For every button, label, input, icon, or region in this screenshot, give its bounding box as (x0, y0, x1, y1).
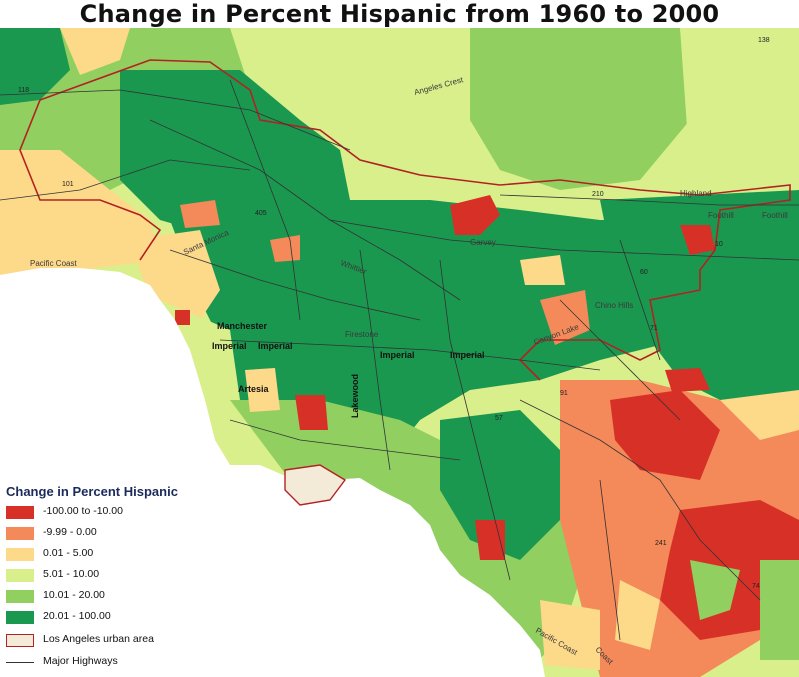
map-highways (0, 79, 799, 641)
label-hwy-405: 405 (255, 210, 267, 217)
label-hwy-71: 71 (650, 325, 658, 332)
map-legend: Change in Percent Hispanic -100.00 to -1… (0, 480, 214, 677)
label-hwy-91: 91 (560, 390, 568, 397)
map-title: Change in Percent Hispanic from 1960 to … (0, 0, 799, 28)
label-chino-hills: Chino Hills (595, 301, 633, 310)
label-highland: Highland (680, 189, 712, 198)
legend-swatch-urban-area (6, 634, 34, 647)
map-patch-red-sw (175, 310, 190, 325)
label-hwy-57: 57 (495, 415, 503, 422)
legend-label-class-5: 10.01 - 20.00 (43, 589, 105, 601)
label-hwy-74: 74 (752, 583, 760, 590)
label-hwy-210: 210 (592, 191, 604, 198)
legend-swatch-class-4 (6, 569, 34, 582)
map-region-valley (120, 70, 350, 240)
legend-swatch-class-2 (6, 527, 34, 540)
map-region-south-green (440, 410, 560, 560)
legend-swatch-class-3 (6, 548, 34, 561)
label-foothill-2: Foothill (762, 211, 788, 220)
label-imperial-2: Imperial (258, 341, 293, 351)
legend-item-class-4: 5.01 - 10.00 (6, 566, 211, 584)
legend-item-class-1: -100.00 to -10.00 (6, 503, 211, 521)
map-region-nw-green-block (0, 28, 70, 105)
map-region-se-far-green (760, 560, 799, 660)
legend-item-class-2: -9.99 - 0.00 (6, 524, 211, 542)
legend-item-class-3: 0.01 - 5.00 (6, 545, 211, 563)
legend-swatch-class-5 (6, 590, 34, 603)
label-hwy-10: 10 (715, 241, 723, 248)
legend-label-class-4: 5.01 - 10.00 (43, 568, 100, 580)
map-region-se-tan (720, 390, 799, 440)
map-patch-tan-2 (540, 600, 600, 670)
legend-item-highways: Major Highways (6, 653, 211, 671)
map-patch-orange-1 (540, 290, 590, 345)
label-hwy-101: 101 (62, 181, 74, 188)
map-patch-red-east (680, 225, 715, 255)
map-patch-red-pasadena (450, 195, 500, 235)
map-region-east (600, 190, 799, 410)
legend-swatch-class-6 (6, 611, 34, 624)
map-patch-orange-4 (270, 235, 300, 262)
legend-swatch-class-1 (6, 506, 34, 519)
legend-label-class-1: -100.00 to -10.00 (43, 505, 123, 517)
label-manchester: Manchester (217, 321, 268, 331)
map-patch-red-ne (665, 368, 710, 392)
legend-title: Change in Percent Hispanic (6, 484, 178, 499)
map-patch-orange-2 (520, 255, 565, 285)
label-hwy-138: 138 (758, 37, 770, 44)
label-pacific-coast-nw: Pacific Coast (30, 259, 77, 268)
label-lakewood: Lakewood (350, 374, 360, 418)
label-hwy-241: 241 (655, 540, 667, 547)
legend-label-class-2: -9.99 - 0.00 (43, 526, 97, 538)
label-hwy-118: 118 (18, 87, 29, 94)
map-urban-boundary (19, 59, 791, 381)
map-region-westside (130, 230, 220, 330)
label-garvey: Garvey (470, 238, 496, 247)
map-patch-red-coast (475, 520, 505, 560)
map-urban-harbor (284, 464, 347, 506)
map-region-se-lightgreen (690, 560, 740, 620)
label-foothill-1: Foothill (708, 211, 734, 220)
map-region-far-northeast (680, 28, 799, 195)
map-patch-tan-1 (245, 368, 280, 412)
map-patch-red-south (295, 395, 328, 430)
legend-label-class-6: 20.01 - 100.00 (43, 610, 111, 622)
map-patch-tan-3 (615, 580, 660, 650)
legend-label-class-3: 0.01 - 5.00 (43, 547, 94, 559)
legend-item-urban-area: Los Angeles urban area (6, 631, 211, 649)
label-imperial-4: Imperial (450, 350, 485, 360)
map-region-northeast-green (470, 28, 690, 190)
label-imperial-1: Imperial (212, 341, 247, 351)
legend-item-class-6: 20.01 - 100.00 (6, 608, 211, 626)
legend-label-highways: Major Highways (43, 655, 118, 667)
label-artesia: Artesia (238, 384, 270, 394)
legend-item-class-5: 10.01 - 20.00 (6, 587, 211, 605)
map-region-nw-orange (0, 150, 160, 275)
label-hwy-60: 60 (640, 269, 648, 276)
label-firestone: Firestone (345, 330, 379, 339)
map-region-se-red-1 (610, 390, 720, 480)
map-region-nw-tan (60, 28, 130, 75)
map-patch-orange-3 (180, 200, 220, 228)
legend-label-urban-area: Los Angeles urban area (43, 633, 154, 645)
label-imperial-3: Imperial (380, 350, 415, 360)
legend-swatch-highways (6, 662, 34, 663)
